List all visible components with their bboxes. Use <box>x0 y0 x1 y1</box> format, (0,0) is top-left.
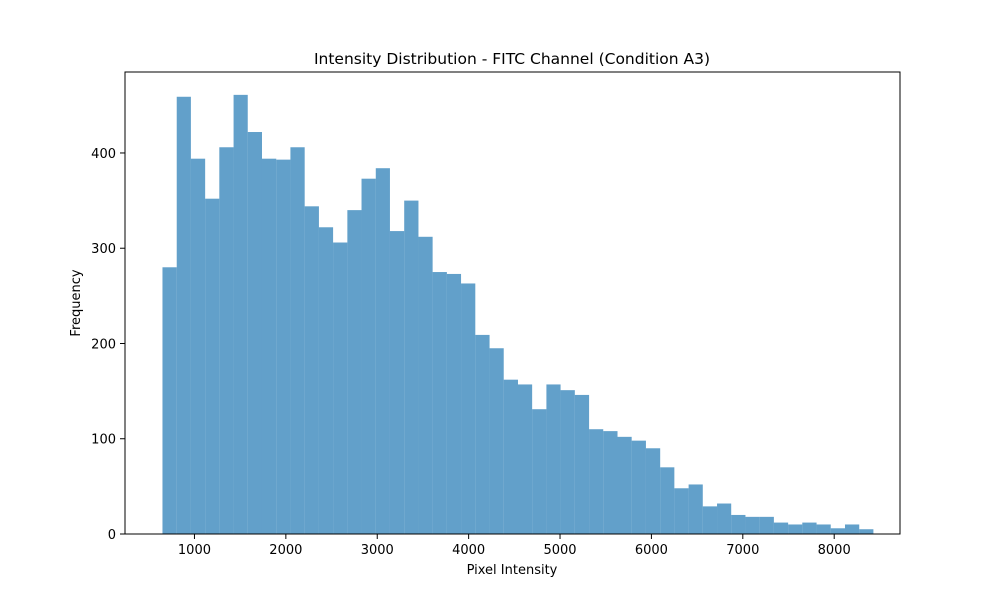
histogram-bar <box>844 524 860 534</box>
x-tick-label: 3000 <box>361 543 394 558</box>
histogram-bar <box>717 503 732 534</box>
plot-frame <box>124 71 901 535</box>
histogram-bar <box>446 273 462 534</box>
y-tick-label: 200 <box>91 337 116 352</box>
x-tick-label: 2000 <box>269 543 302 558</box>
histogram-bar <box>418 236 433 534</box>
histogram-bar <box>276 159 291 534</box>
x-tick-label: 1000 <box>178 543 211 558</box>
histogram-bar <box>546 384 561 534</box>
histogram-bar <box>261 158 277 534</box>
histogram-bar <box>788 524 803 534</box>
histogram-bar <box>432 272 447 534</box>
histogram-bar <box>773 522 789 534</box>
histogram-bar <box>688 484 703 534</box>
histogram-bar <box>560 390 575 534</box>
histogram-bar <box>205 198 220 534</box>
histogram-bar <box>859 529 874 534</box>
histogram-bar <box>176 96 191 534</box>
histogram-bar <box>219 147 234 534</box>
histogram-bar <box>645 448 661 534</box>
histogram-bar <box>361 178 376 534</box>
histogram-bar <box>816 524 831 534</box>
histogram-bar <box>802 522 817 534</box>
histogram-bar <box>745 516 760 534</box>
histogram-bar <box>333 242 348 534</box>
histogram-bar <box>347 210 362 534</box>
histogram-bar <box>589 429 604 534</box>
histogram-bar <box>475 334 490 534</box>
histogram-bar <box>190 158 206 534</box>
histogram-bar <box>503 379 518 534</box>
histogram-bar <box>290 147 305 534</box>
histogram-bar <box>162 267 177 534</box>
x-tick-label: 8000 <box>818 543 851 558</box>
histogram-bar <box>489 348 504 534</box>
x-tick-label: 6000 <box>635 543 668 558</box>
histogram-bar <box>702 506 718 534</box>
histogram-bar <box>517 384 533 534</box>
y-axis-ticks: 0 100 200 300 400 <box>91 147 125 543</box>
y-tick-label: 300 <box>91 242 116 257</box>
histogram-bar <box>247 132 262 534</box>
x-tick-label: 7000 <box>726 543 759 558</box>
y-tick-label: 400 <box>91 147 116 162</box>
histogram-bar <box>660 467 675 534</box>
histogram-bars <box>162 94 874 535</box>
y-tick-label: 0 <box>108 528 116 543</box>
histogram-bar <box>318 227 334 535</box>
histogram-bar <box>404 200 419 534</box>
histogram-bar <box>233 94 248 535</box>
histogram-bar <box>532 409 547 534</box>
x-axis-label: Pixel Intensity <box>467 563 558 578</box>
histogram-bar <box>389 231 405 534</box>
histogram-bar <box>759 516 774 534</box>
histogram-bar <box>674 488 689 534</box>
histogram-bar <box>731 514 746 534</box>
histogram-bar <box>617 436 632 534</box>
chart-title: Intensity Distribution - FITC Channel (C… <box>314 50 710 68</box>
x-tick-label: 4000 <box>452 543 485 558</box>
histogram-bar <box>461 283 476 534</box>
histogram-bar <box>631 440 646 534</box>
y-axis-label: Frequency <box>69 269 84 336</box>
histogram-bar <box>574 394 590 534</box>
x-axis-ticks: 1000 2000 3000 4000 5000 6000 7000 8000 <box>178 534 851 558</box>
x-tick-label: 5000 <box>543 543 576 558</box>
histogram-bar <box>830 528 845 534</box>
histogram-bar <box>375 168 390 534</box>
histogram-bar <box>304 206 319 534</box>
histogram-bar <box>603 431 618 534</box>
y-tick-label: 100 <box>91 433 116 448</box>
